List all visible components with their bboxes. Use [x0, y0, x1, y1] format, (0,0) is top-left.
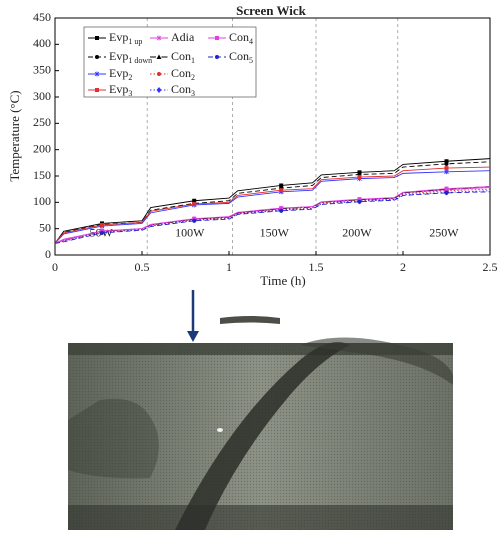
series-line — [54, 186, 491, 244]
x-tick-label: 1 — [226, 260, 232, 274]
series-line — [54, 188, 491, 244]
marker — [279, 208, 284, 213]
legend-name: Con — [171, 66, 191, 80]
legend-subscript: 4 — [249, 37, 253, 46]
legend-label: Con3 — [171, 82, 195, 98]
legend-subscript: 3 — [128, 89, 132, 98]
marker — [99, 230, 104, 235]
marker — [192, 216, 197, 221]
x-tick-label: 1.5 — [309, 260, 324, 274]
y-tick-label: 200 — [33, 141, 51, 155]
legend-subscript: 5 — [249, 56, 253, 65]
marker — [192, 201, 197, 206]
legend-name: Con — [171, 82, 191, 96]
annotation: 100W — [175, 226, 205, 240]
legend-label: Evp1 down — [109, 49, 152, 65]
legend-label: Evp2 — [109, 66, 132, 82]
x-axis-label: Time (h) — [260, 273, 305, 288]
y-tick-label: 100 — [33, 194, 51, 208]
marker — [444, 166, 449, 171]
marker — [99, 222, 104, 227]
marker — [156, 35, 162, 41]
legend-subscript: 1 — [191, 56, 195, 65]
marker — [444, 186, 449, 191]
marker — [357, 175, 362, 180]
annotation: 250W — [429, 226, 459, 240]
y-tick-label: 400 — [33, 36, 51, 50]
y-tick-label: 50 — [39, 220, 51, 234]
marker — [99, 228, 104, 233]
marker — [279, 188, 284, 193]
marker — [444, 190, 449, 195]
legend-box — [83, 26, 257, 98]
marker — [157, 72, 161, 76]
marker — [215, 36, 219, 40]
legend-label: Evp3 — [109, 82, 132, 98]
y-tick-label: 350 — [33, 62, 51, 76]
legend-label: Evp1 up — [109, 30, 142, 46]
marker — [279, 206, 284, 211]
y-tick-label: 0 — [45, 247, 51, 261]
marker — [95, 36, 99, 40]
x-tick-label: 0.5 — [135, 260, 150, 274]
marker — [444, 169, 449, 175]
marker — [215, 55, 219, 59]
legend-label: Con2 — [171, 66, 195, 82]
series-line — [54, 158, 491, 244]
photo — [68, 316, 453, 530]
marker — [156, 54, 162, 59]
axes-frame — [54, 17, 491, 256]
plot-area: 50W100W150W200W250W050100150200250300350… — [33, 10, 498, 274]
annotation: 150W — [260, 226, 290, 240]
y-tick-label: 150 — [33, 168, 51, 182]
legend-label: Adia — [171, 30, 195, 44]
legend-name: Adia — [171, 30, 195, 44]
marker — [444, 161, 449, 166]
x-tick-label: 2 — [400, 260, 406, 274]
marker — [357, 199, 362, 204]
marker — [192, 218, 197, 223]
marker — [95, 55, 99, 59]
legend-name: Con — [229, 30, 249, 44]
legend-name: Evp — [109, 82, 128, 96]
legend-name: Evp — [109, 66, 128, 80]
series-line — [54, 166, 491, 244]
marker — [95, 88, 99, 92]
y-tick-label: 450 — [33, 10, 51, 24]
y-tick-label: 300 — [33, 89, 51, 103]
series-line — [54, 191, 491, 244]
legend-label: Con4 — [229, 30, 253, 46]
arrow-head — [187, 331, 199, 342]
x-tick-label: 0 — [52, 260, 58, 274]
legend-name: Con — [229, 49, 249, 63]
x-tick-label: 2.5 — [483, 260, 498, 274]
marker — [156, 87, 162, 93]
y-axis-label: Temperature (°C) — [7, 90, 22, 181]
marker — [357, 197, 362, 202]
series-line — [54, 186, 491, 244]
legend-subscript: 1 down — [128, 56, 152, 65]
marker — [94, 71, 100, 77]
marker — [192, 198, 197, 203]
marker — [444, 159, 449, 164]
series-line — [54, 170, 491, 244]
legend-name: Evp — [109, 30, 128, 44]
marker — [357, 170, 362, 175]
annotation: 200W — [342, 226, 372, 240]
legend-name: Con — [171, 49, 191, 63]
legend-subscript: 2 — [191, 73, 195, 82]
legend-label: Con1 — [171, 49, 195, 65]
legend-subscript: 1 up — [128, 37, 142, 46]
marker — [279, 183, 284, 188]
legend-subscript: 3 — [191, 89, 195, 98]
legend-label: Con5 — [229, 49, 253, 65]
y-tick-label: 250 — [33, 115, 51, 129]
chart-title: Screen Wick — [236, 3, 306, 18]
legend-name: Evp — [109, 49, 128, 63]
legend-subscript: 2 — [128, 73, 132, 82]
